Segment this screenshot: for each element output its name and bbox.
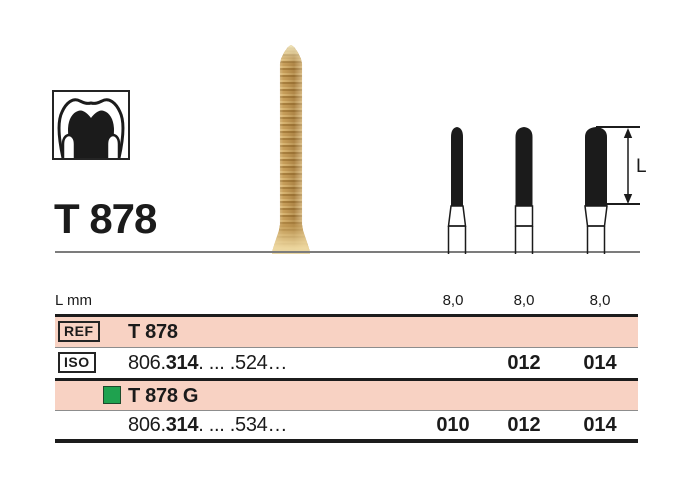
table-rule-thin	[55, 410, 638, 411]
tooth-type-box	[52, 90, 130, 160]
molar-crown-icon	[57, 98, 125, 160]
bur-silhouette-010	[447, 127, 467, 254]
product-name: T 878	[128, 321, 178, 343]
length-value: 8,0	[513, 292, 535, 309]
size-value: 012	[507, 414, 541, 436]
bur-silhouette-014	[584, 127, 608, 254]
table-rule-mid	[55, 378, 638, 381]
size-value: 010	[436, 414, 470, 436]
table-rule-top	[55, 314, 638, 317]
table-rule-thin	[55, 347, 638, 348]
table-rule-bottom	[55, 439, 638, 443]
table-row-ref-g: T 878 G	[55, 381, 638, 410]
green-grit-square	[103, 386, 121, 404]
iso-number: 806.314. ... .534…	[128, 414, 288, 436]
size-value: 014	[583, 414, 617, 436]
iso-badge: ISO	[58, 352, 96, 373]
bur-silhouette-012	[514, 127, 534, 254]
dimension-top-line	[596, 126, 640, 128]
length-value: 8,0	[589, 292, 611, 309]
size-value: 012	[507, 352, 541, 374]
iso-number: 806.314. ... .524…	[128, 352, 288, 374]
gold-bur-photo	[272, 45, 310, 254]
table-row-iso: ISO 806.314. ... .524… 012 014	[55, 348, 638, 378]
table-row-iso-g: 806.314. ... .534… 010 012 014	[55, 411, 638, 439]
dimension-bottom-line	[599, 203, 640, 205]
size-value: 014	[583, 352, 617, 374]
dimension-arrow	[623, 128, 633, 204]
length-unit-label: L mm	[55, 292, 92, 309]
ref-badge: REF	[58, 321, 100, 342]
product-name: T 878 G	[128, 385, 199, 407]
dimension-label: L	[636, 156, 647, 177]
table-row-ref: REF T 878	[55, 317, 638, 347]
length-value: 8,0	[442, 292, 464, 309]
page-title: T 878	[54, 195, 157, 242]
figure-baseline	[55, 251, 640, 253]
